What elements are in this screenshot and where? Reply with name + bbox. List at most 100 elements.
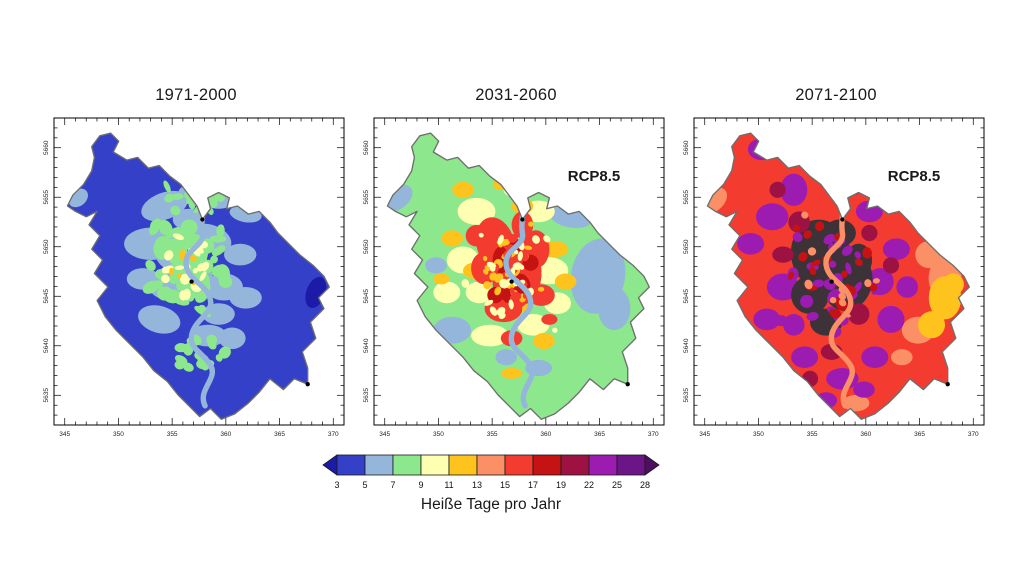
map-speckle <box>482 255 488 261</box>
map-speckle <box>838 292 847 300</box>
map-speckle <box>212 245 226 257</box>
y-tick-label: 5640 <box>363 338 370 353</box>
map-speckle <box>174 265 185 270</box>
y-tick-label: 5645 <box>683 289 690 304</box>
map-patch <box>861 224 878 242</box>
map-speckle <box>829 297 837 304</box>
map-speckle <box>532 235 540 244</box>
map-plot-2031-2060: 345 350 355 360 365 370 5635 5640 5645 5650 5655 56… <box>363 117 665 438</box>
map-patch <box>772 141 794 158</box>
map-patch <box>541 314 558 325</box>
city-boundary <box>706 132 970 420</box>
map-speckle <box>170 205 181 216</box>
y-tick-label: 5635 <box>683 388 690 403</box>
map-speckle <box>461 279 470 288</box>
station-dot <box>189 279 194 284</box>
panel-title: 2031-2060 <box>475 86 557 104</box>
map-speckle <box>775 315 787 327</box>
colorbar-segment <box>448 454 478 476</box>
map-speckle <box>508 233 518 243</box>
map-speckle <box>198 186 208 195</box>
map-speckle <box>494 286 502 296</box>
colorbar-tick-label: 11 <box>444 480 453 490</box>
plot-frame <box>53 117 345 426</box>
y-tick-label: 5655 <box>683 190 690 205</box>
map-speckle <box>806 311 819 321</box>
map-speckle <box>182 362 194 372</box>
map-speckle <box>164 193 175 203</box>
map-speckle <box>164 250 174 261</box>
map-patch <box>810 160 832 177</box>
map-speckle <box>215 354 223 362</box>
axis-tick-labels: 345 350 355 360 365 370 5635 5640 5645 5650 5655 56… <box>43 140 339 438</box>
colorbar-tick-label: 22 <box>584 480 594 490</box>
map-patch <box>554 273 577 290</box>
map-speckle <box>803 230 812 239</box>
map-speckle <box>792 224 800 232</box>
colorbar-label: Heiße Tage pro Jahr <box>420 496 562 513</box>
map-patch <box>842 173 864 196</box>
map-speckle <box>512 262 523 271</box>
map-speckle <box>840 270 848 278</box>
axis-tick-labels: 345 350 355 360 365 370 5635 5640 5645 5650 5655 56… <box>363 140 659 438</box>
map-speckle <box>210 255 218 264</box>
x-tick-label: 365 <box>594 431 605 438</box>
colorbar-segment <box>588 454 618 476</box>
map-speckle <box>854 251 861 259</box>
station-dot <box>200 217 205 222</box>
map-patch <box>882 257 900 274</box>
x-tick-label: 350 <box>433 431 444 438</box>
colorbar-overflow-arrow <box>644 454 660 476</box>
y-tick-label: 5635 <box>43 388 50 403</box>
x-tick-label: 355 <box>807 431 818 438</box>
map-speckle <box>179 273 191 285</box>
x-tick-label: 370 <box>968 431 979 438</box>
map-speckle <box>541 267 552 278</box>
map-speckle <box>484 299 494 306</box>
map-speckle <box>483 280 492 290</box>
map-patch <box>942 273 964 296</box>
panel-title: 2071-2100 <box>795 86 877 104</box>
map-speckle <box>176 273 182 279</box>
y-tick-label: 5645 <box>43 289 50 304</box>
y-tick-label: 5650 <box>683 239 690 254</box>
map-patch <box>500 368 523 379</box>
map-speckle <box>829 308 837 317</box>
map-speckle <box>209 235 227 243</box>
x-tick-label: 365 <box>914 431 925 438</box>
x-tick-label: 355 <box>487 431 498 438</box>
x-tick-label: 360 <box>860 431 871 438</box>
map-speckle <box>179 250 187 258</box>
colorbar-segment <box>504 454 534 476</box>
map-patch <box>495 349 517 366</box>
map-patch <box>465 224 488 247</box>
map-speckle <box>509 294 517 301</box>
map-patch <box>756 203 789 231</box>
map-speckle <box>489 272 498 281</box>
map-speckle <box>809 266 817 276</box>
map-speckle <box>537 286 545 292</box>
x-tick-label: 360 <box>540 431 551 438</box>
map-patch <box>503 181 531 198</box>
map-speckle <box>523 245 533 251</box>
y-tick-label: 5655 <box>43 190 50 205</box>
map-speckle <box>163 180 171 193</box>
map-speckle <box>788 271 795 280</box>
map-patch <box>842 395 870 412</box>
plot-frame <box>693 117 985 426</box>
map-patch <box>598 287 631 331</box>
map-patch <box>896 276 918 298</box>
axis-ticks <box>54 118 344 425</box>
panel-2071-2100: 2071-2100 345 350 355 360 365 370 5635 5640 5645… <box>670 84 990 446</box>
map-speckle <box>154 235 173 254</box>
map-patch <box>855 200 883 223</box>
map-patch <box>780 173 808 206</box>
map-patch <box>452 181 474 198</box>
x-tick-label: 345 <box>699 431 710 438</box>
river-rhine <box>503 212 535 409</box>
map-speckle <box>171 193 184 200</box>
map-speckle <box>196 263 205 272</box>
x-tick-label: 350 <box>113 431 124 438</box>
y-tick-label: 5635 <box>363 388 370 403</box>
colorbar-tick-label: 15 <box>500 480 510 490</box>
